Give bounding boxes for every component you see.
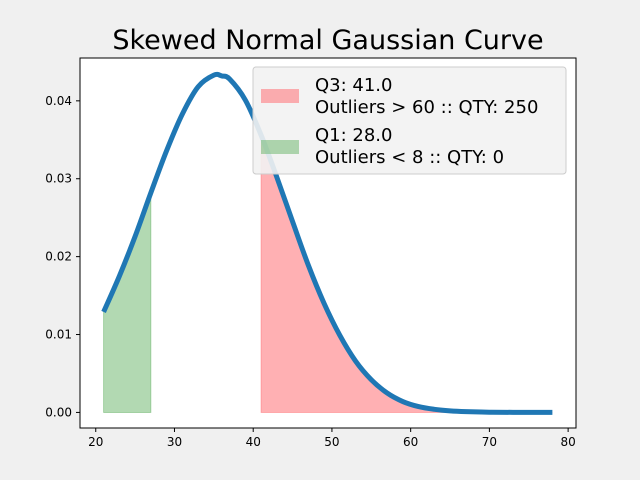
x-tick-label: 60 (403, 435, 418, 449)
y-tick-label: 0.04 (45, 94, 72, 108)
y-tick-label: 0.02 (45, 250, 72, 264)
y-axis-ticks: 0.00 0.01 0.02 0.03 0.04 (45, 94, 80, 419)
curve-layer (101, 71, 553, 415)
legend-label-q1: Q1: 28.0 (315, 125, 392, 146)
chart-title: Skewed Normal Gaussian Curve (112, 25, 543, 56)
legend-box (252, 66, 567, 175)
legend-label-q3: Q3: 41.0 (315, 75, 392, 96)
x-tick-label: 40 (246, 435, 261, 449)
y-tick-label: 0.01 (45, 328, 72, 342)
plot-frame (79, 57, 577, 429)
y-tick-label: 0.00 (45, 405, 72, 419)
x-tick-label: 80 (560, 435, 575, 449)
y-tick-label: 0.03 (45, 172, 72, 186)
gaussian-curve-line (101, 71, 553, 415)
x-axis-ticks: 20 30 40 50 60 70 80 (88, 428, 576, 449)
x-tick-label: 20 (88, 435, 103, 449)
legend: Q3: 41.0 Outliers > 60 :: QTY: 250 Q1: 2… (252, 66, 567, 175)
legend-label-q1-outliers: Outliers < 8 :: QTY: 0 (315, 147, 504, 168)
x-tick-label: 50 (324, 435, 339, 449)
legend-swatch-q1 (261, 140, 299, 154)
legend-swatch-q3 (261, 89, 299, 103)
legend-label-q3-outliers: Outliers > 60 :: QTY: 250 (315, 97, 538, 118)
x-tick-label: 70 (482, 435, 497, 449)
x-tick-label: 30 (167, 435, 182, 449)
